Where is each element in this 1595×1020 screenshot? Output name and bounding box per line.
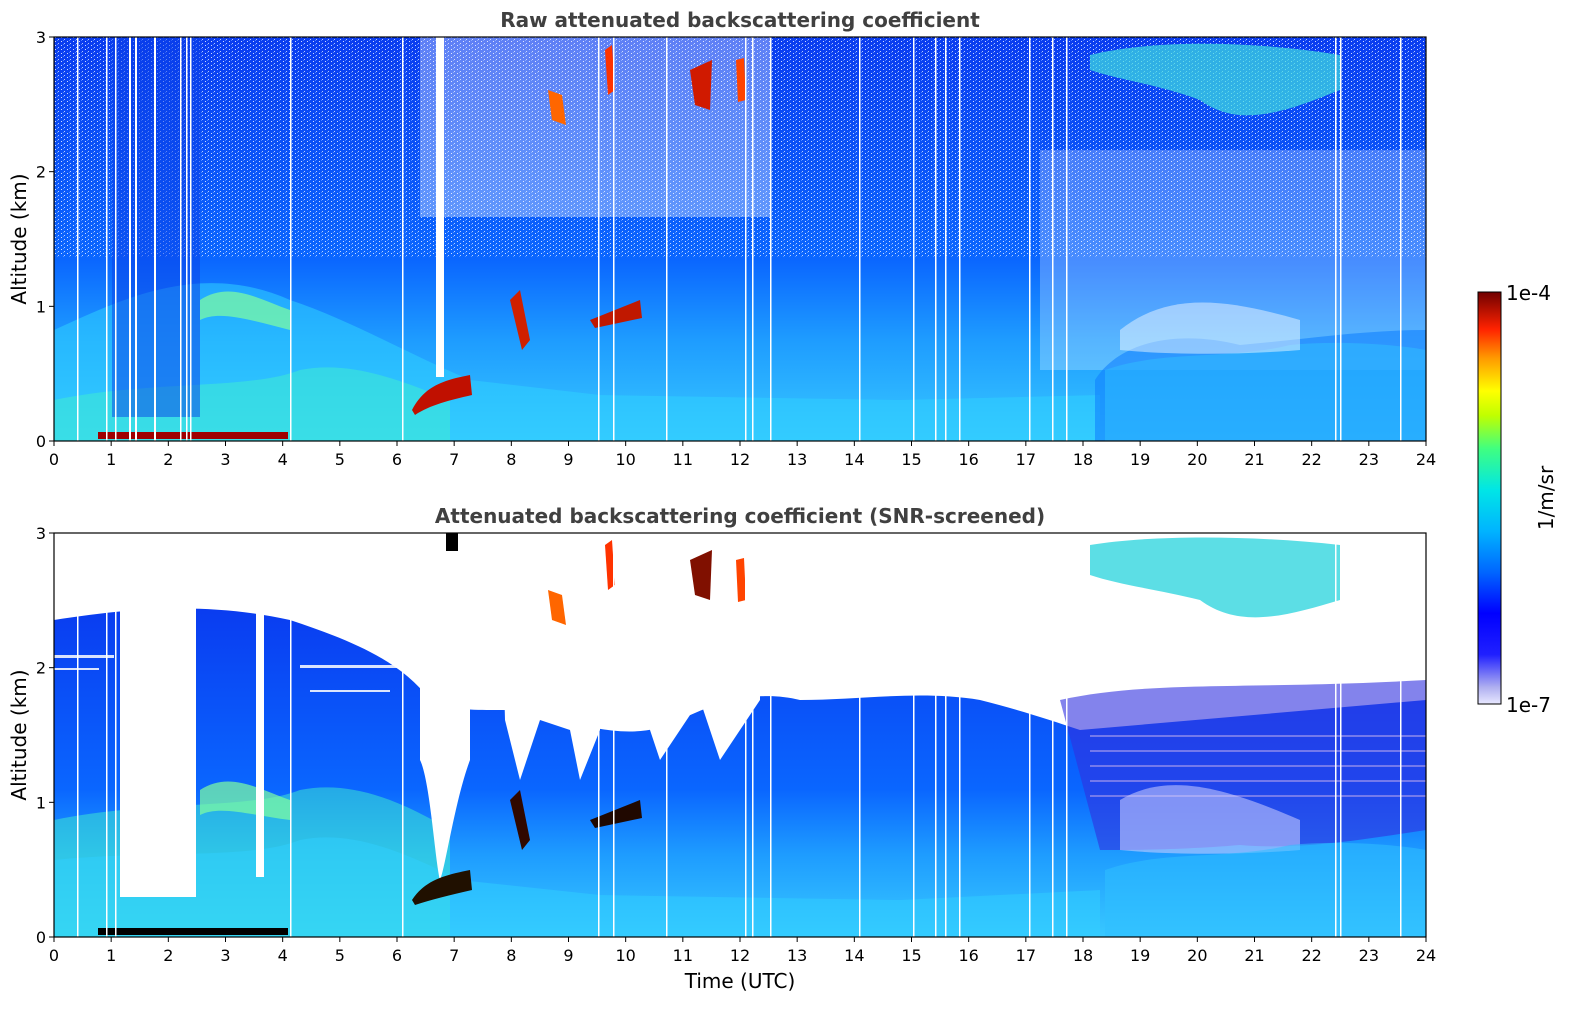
panel-screened: Attenuated backscattering coefficient (S…	[7, 504, 1436, 993]
x-tick-label: 21	[1244, 450, 1264, 469]
x-tick-label: 18	[1073, 450, 1093, 469]
y-tick-label: 0	[36, 928, 46, 947]
x-tick-label: 5	[335, 450, 345, 469]
x-tick-label: 3	[220, 450, 230, 469]
panel-2-title: Attenuated backscattering coefficient (S…	[435, 504, 1045, 528]
y-tick-label: 3	[36, 28, 46, 47]
x-tick-label: 7	[449, 450, 459, 469]
x-tick-label: 9	[563, 946, 573, 965]
panel-1-axes: 0 1 2 3 4 5 6 7 8 9 10 11 12 13 14 15 16 17 18 19 20 21 22 23 24…	[36, 28, 1436, 469]
x-tick-label: 8	[506, 946, 516, 965]
x-tick-label: 20	[1187, 946, 1207, 965]
panel-1-title: Raw attenuated backscattering coefficien…	[500, 8, 980, 32]
x-tick-label: 1	[106, 946, 116, 965]
x-tick-label: 0	[49, 946, 59, 965]
colorbar-unit-label: 1/m/sr	[1534, 465, 1558, 530]
x-tick-label: 6	[392, 946, 402, 965]
x-tick-label: 15	[901, 450, 921, 469]
x-tick-label: 8	[506, 450, 516, 469]
x-tick-label: 15	[901, 946, 921, 965]
y-tick-label: 1	[36, 297, 46, 316]
y-tick-label: 3	[36, 524, 46, 543]
y-tick-label: 0	[36, 432, 46, 451]
x-tick-label: 16	[958, 946, 978, 965]
x-tick-label: 24	[1416, 946, 1436, 965]
x-tick-label: 13	[787, 450, 807, 469]
x-tick-label: 24	[1416, 450, 1436, 469]
x-tick-label: 5	[335, 946, 345, 965]
heatmap-screened	[54, 533, 1426, 937]
heatmap-raw	[54, 37, 1426, 441]
x-tick-label: 16	[958, 450, 978, 469]
colorbar-min-label: 1e-7	[1506, 693, 1551, 717]
colorbar-max-label: 1e-4	[1506, 281, 1551, 305]
x-tick-label: 17	[1016, 946, 1036, 965]
panel-2-ylabel: Altitude (km)	[7, 669, 31, 800]
x-tick-label: 21	[1244, 946, 1264, 965]
panel-1-ylabel: Altitude (km)	[7, 173, 31, 304]
x-tick-label: 18	[1073, 946, 1093, 965]
x-tick-label: 2	[163, 946, 173, 965]
colorbar: 1e-4 1e-7 1/m/sr	[1477, 281, 1558, 717]
panel-2-axes: 0 1 2 3 4 5 6 7 8 9 10 11 12 13 14 15 16 17 18 19 20 21 22 23 24…	[36, 524, 1436, 965]
y-tick-label: 2	[36, 659, 46, 678]
x-tick-label: 12	[730, 450, 750, 469]
x-tick-label: 7	[449, 946, 459, 965]
x-tick-label: 19	[1130, 450, 1150, 469]
x-tick-label: 23	[1359, 450, 1379, 469]
x-tick-label: 22	[1301, 450, 1321, 469]
x-tick-label: 11	[673, 946, 693, 965]
x-tick-label: 10	[615, 450, 635, 469]
x-tick-label: 14	[844, 946, 864, 965]
x-tick-label: 22	[1301, 946, 1321, 965]
x-tick-label: 6	[392, 450, 402, 469]
x-tick-label: 17	[1016, 450, 1036, 469]
x-tick-label: 19	[1130, 946, 1150, 965]
panel-raw: Raw attenuated backscattering coefficien…	[7, 8, 1436, 469]
panel-2-xlabel: Time (UTC)	[684, 969, 796, 993]
y-tick-label: 1	[36, 793, 46, 812]
x-tick-label: 13	[787, 946, 807, 965]
y-tick-label: 2	[36, 163, 46, 182]
colorbar-gradient	[1477, 291, 1502, 705]
x-tick-label: 9	[563, 450, 573, 469]
x-tick-label: 0	[49, 450, 59, 469]
x-tick-label: 12	[730, 946, 750, 965]
x-tick-label: 20	[1187, 450, 1207, 469]
x-tick-label: 10	[615, 946, 635, 965]
x-tick-label: 14	[844, 450, 864, 469]
x-tick-label: 4	[278, 450, 288, 469]
x-tick-label: 3	[220, 946, 230, 965]
x-tick-label: 2	[163, 450, 173, 469]
x-tick-label: 4	[278, 946, 288, 965]
x-tick-label: 23	[1359, 946, 1379, 965]
x-tick-label: 11	[673, 450, 693, 469]
x-tick-label: 1	[106, 450, 116, 469]
